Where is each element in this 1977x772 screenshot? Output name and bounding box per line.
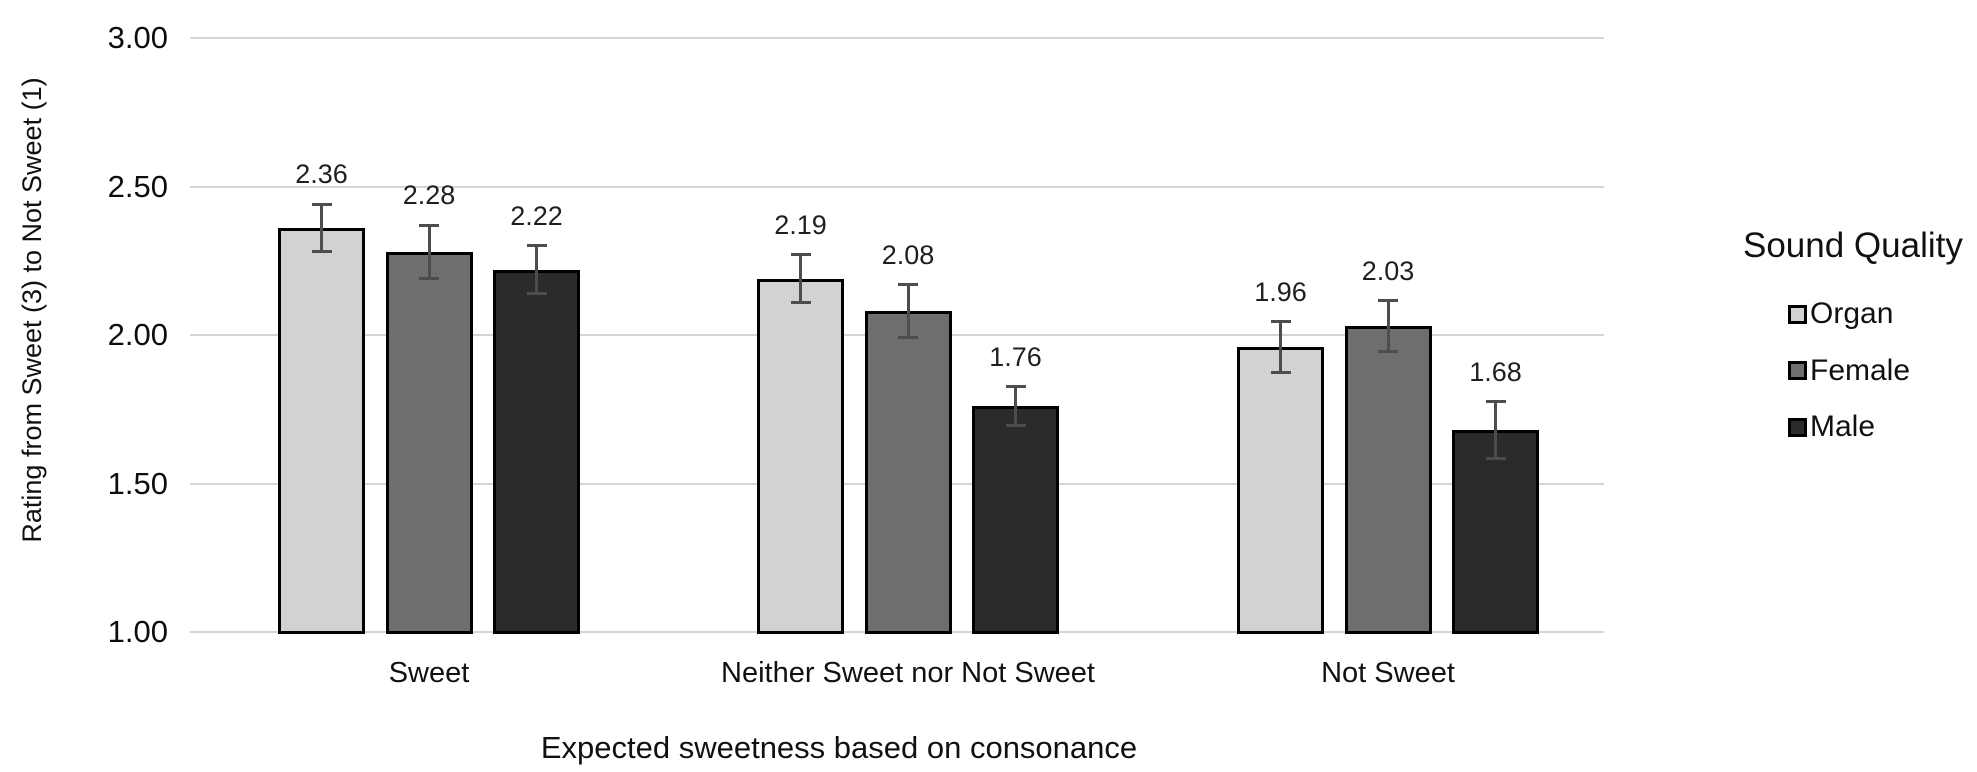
error-cap-female-sweet — [419, 223, 439, 227]
error-cap-male-sweet — [526, 291, 547, 295]
error-cap-organ-neither-sweet-nor-not-sweet — [790, 253, 811, 257]
value-label-organ-neither-sweet-nor-not-sweet: 2.19 — [774, 209, 827, 240]
error-bar-female-not-sweet — [1386, 300, 1390, 352]
error-cap-organ-neither-sweet-nor-not-sweet — [790, 300, 811, 304]
bar-organ-neither-sweet-nor-not-sweet — [757, 278, 844, 634]
y-tick-label: 3.00 — [107, 20, 168, 55]
y-tick-label: 2.50 — [107, 168, 168, 204]
value-label-female-not-sweet: 2.03 — [1361, 255, 1415, 286]
error-cap-female-sweet — [419, 277, 439, 281]
error-cap-male-neither-sweet-nor-not-sweet — [1005, 385, 1026, 389]
error-bar-male-neither-sweet-nor-not-sweet — [1014, 386, 1017, 426]
error-cap-male-not-sweet — [1485, 456, 1506, 460]
bar-female-sweet — [385, 251, 473, 634]
y-axis-title: Rating from Sweet (3) to Not Sweet (1) — [17, 77, 47, 543]
legend-swatch-female-icon — [1788, 361, 1807, 380]
error-bar-male-not-sweet — [1494, 401, 1497, 459]
legend-item-female: Female — [1788, 353, 1911, 387]
bar-organ-not-sweet — [1237, 346, 1324, 634]
value-label-organ-not-sweet: 1.96 — [1254, 276, 1307, 307]
legend-label-organ: Organ — [1810, 297, 1894, 330]
bar-female-neither-sweet-nor-not-sweet — [864, 311, 952, 634]
bar-male-not-sweet — [1452, 430, 1539, 634]
legend-item-organ: Organ — [1788, 298, 1893, 330]
x-axis-title: Expected sweetness based on consonance — [540, 730, 1138, 765]
x-category-label-neither-sweet-nor-not-sweet: Neither Sweet nor Not Sweet — [721, 657, 1095, 689]
error-cap-organ-not-sweet — [1270, 370, 1291, 374]
error-cap-organ-sweet — [311, 202, 332, 206]
error-bar-female-neither-sweet-nor-not-sweet — [906, 284, 910, 338]
value-label-male-not-sweet: 1.68 — [1469, 356, 1522, 387]
bar-male-neither-sweet-nor-not-sweet — [972, 406, 1059, 634]
legend-swatch-organ-icon — [1788, 304, 1807, 324]
error-bar-organ-neither-sweet-nor-not-sweet — [799, 254, 802, 303]
bar-male-sweet — [493, 269, 580, 634]
error-bar-organ-not-sweet — [1279, 321, 1282, 373]
value-label-male-sweet: 2.22 — [510, 200, 563, 231]
y-tick-label: 1.50 — [107, 465, 168, 501]
error-cap-male-not-sweet — [1485, 400, 1506, 404]
value-label-organ-sweet: 2.36 — [295, 159, 348, 190]
legend-title: Sound Quality — [1743, 226, 1963, 265]
error-cap-organ-sweet — [311, 250, 332, 254]
error-cap-female-not-sweet — [1378, 299, 1398, 303]
error-bar-female-sweet — [427, 225, 431, 279]
x-category-label-not-sweet: Not Sweet — [1321, 657, 1455, 689]
legend-label-female: Female — [1810, 353, 1911, 387]
legend-item-male: Male — [1788, 411, 1875, 443]
error-bar-organ-sweet — [320, 204, 323, 252]
bar-female-not-sweet — [1344, 326, 1432, 634]
x-category-label-sweet: Sweet — [388, 657, 470, 689]
error-cap-female-neither-sweet-nor-not-sweet — [898, 283, 918, 286]
value-label-female-neither-sweet-nor-not-sweet: 2.08 — [881, 239, 935, 270]
error-cap-organ-not-sweet — [1270, 320, 1291, 324]
error-cap-male-neither-sweet-nor-not-sweet — [1005, 424, 1026, 428]
gridline-3.00 — [190, 37, 1604, 39]
y-tick-label: 2.00 — [107, 317, 168, 352]
legend-label-male: Male — [1810, 410, 1876, 443]
gridline-2.50 — [190, 185, 1604, 188]
bar-organ-sweet — [278, 228, 365, 634]
error-cap-male-sweet — [526, 244, 547, 248]
y-tick-label: 1.00 — [107, 614, 168, 649]
error-cap-female-neither-sweet-nor-not-sweet — [898, 336, 918, 340]
value-label-male-neither-sweet-nor-not-sweet: 1.76 — [989, 341, 1042, 372]
legend-swatch-male-icon — [1788, 417, 1807, 437]
error-cap-female-not-sweet — [1378, 349, 1398, 353]
value-label-female-sweet: 2.28 — [402, 180, 456, 211]
error-bar-male-sweet — [535, 245, 538, 294]
